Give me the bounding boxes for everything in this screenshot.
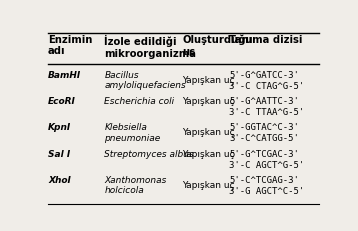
Text: Oluşturduğu
uç: Oluşturduğu uç — [182, 35, 253, 57]
Text: Yapışkan uç: Yapışkan uç — [182, 97, 235, 106]
Text: 5'-GGTAC^C-3': 5'-GGTAC^C-3' — [229, 123, 299, 132]
Text: EcoRI: EcoRI — [48, 97, 76, 106]
Text: Yapışkan uç: Yapışkan uç — [182, 181, 235, 190]
Text: 5'-C^TCGAG-3': 5'-C^TCGAG-3' — [229, 176, 299, 185]
Text: 5'-G^GATCC-3': 5'-G^GATCC-3' — [229, 71, 299, 80]
Text: XhoI: XhoI — [48, 176, 71, 185]
Text: 3'-G AGCT^C-5': 3'-G AGCT^C-5' — [229, 187, 305, 196]
Text: Bacillus
amyloliquefaciens: Bacillus amyloliquefaciens — [105, 71, 186, 90]
Text: Yapışkan uç: Yapışkan uç — [182, 128, 235, 137]
Text: Tanıma dizisi: Tanıma dizisi — [229, 35, 303, 45]
Text: İzole edildiği
mikroorganizma: İzole edildiği mikroorganizma — [105, 35, 197, 58]
Text: Enzimin
adı: Enzimin adı — [48, 35, 92, 56]
Text: 3'-C AGCT^G-5': 3'-C AGCT^G-5' — [229, 161, 305, 170]
Text: Escherichia coli: Escherichia coli — [105, 97, 175, 106]
Text: 3'-C CTAG^G-5': 3'-C CTAG^G-5' — [229, 82, 305, 91]
Text: 3'-C^CATGG-5': 3'-C^CATGG-5' — [229, 134, 299, 143]
Text: 5'-G^TCGAC-3': 5'-G^TCGAC-3' — [229, 150, 299, 159]
Text: Xanthomonas
holcicola: Xanthomonas holcicola — [105, 176, 167, 195]
Text: 5'-G^AATTC-3': 5'-G^AATTC-3' — [229, 97, 299, 106]
Text: Sal I: Sal I — [48, 150, 70, 159]
Text: KpnI: KpnI — [48, 123, 71, 132]
Text: Klebsiella
pneumoniae: Klebsiella pneumoniae — [105, 123, 161, 143]
Text: Yapışkan uç: Yapışkan uç — [182, 150, 235, 159]
Text: 3'-C TTAA^G-5': 3'-C TTAA^G-5' — [229, 108, 305, 117]
Text: Streptomyces albus: Streptomyces albus — [105, 150, 194, 159]
Text: BamHI: BamHI — [48, 71, 81, 80]
Text: Yapışkan uç: Yapışkan uç — [182, 76, 235, 85]
